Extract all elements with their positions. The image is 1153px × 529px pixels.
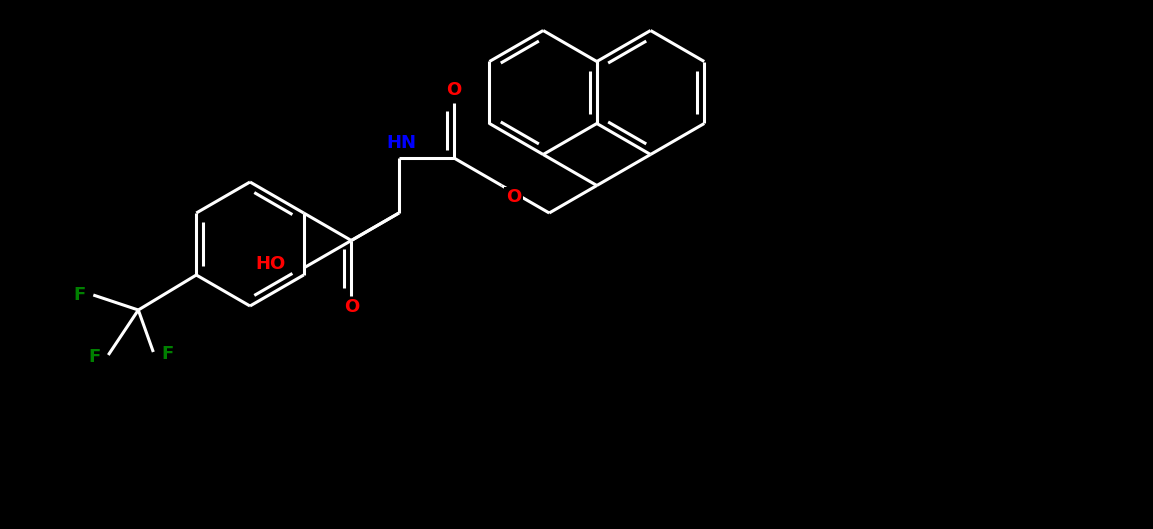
Text: F: F (88, 348, 100, 366)
Text: F: F (161, 345, 173, 363)
Text: O: O (344, 298, 359, 316)
Text: O: O (446, 81, 461, 99)
Text: O: O (506, 188, 521, 206)
Text: HN: HN (386, 134, 416, 152)
Text: F: F (73, 286, 85, 304)
Text: HO: HO (256, 255, 286, 273)
